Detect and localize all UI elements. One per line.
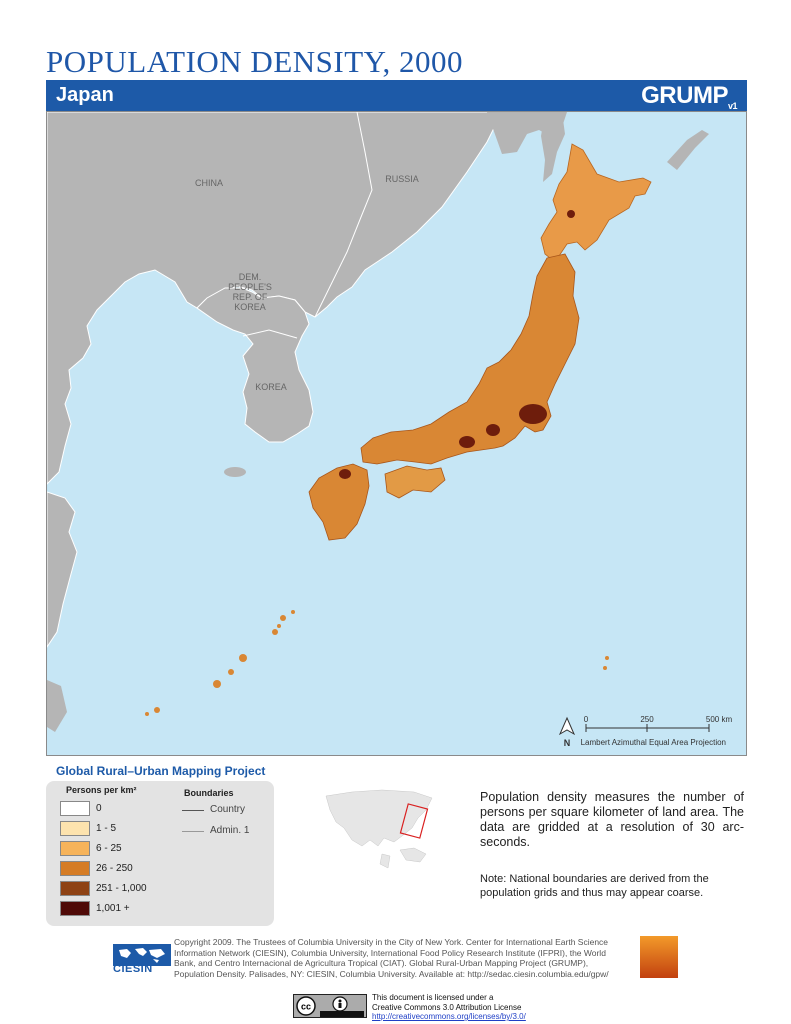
admin-boundary-label: Admin. 1 — [210, 825, 250, 836]
legend-class-label: 1 - 5 — [96, 823, 117, 834]
scale-tick-500: 500 km — [706, 715, 733, 724]
country-boundary-label: Country — [210, 804, 246, 815]
label-dprk-3: REP. OF — [233, 292, 268, 302]
legend-class-label: 251 - 1,000 — [96, 883, 147, 894]
grump-logo-text: GRUMP — [641, 82, 728, 109]
creative-commons-badge-icon: cc — [293, 994, 367, 1018]
label-dprk-4: KOREA — [234, 302, 266, 312]
license-link[interactable]: http://creativecommons.org/licenses/by/3… — [372, 1012, 526, 1021]
ryukyu-islands — [145, 610, 609, 716]
hokkaido — [540, 143, 652, 263]
boundaries-title: Boundaries — [184, 788, 234, 798]
shikoku — [384, 465, 446, 499]
label-china: CHINA — [195, 178, 223, 188]
north-label: N — [564, 738, 571, 748]
legend-swatch — [60, 881, 90, 896]
label-dprk-1: DEM. — [239, 272, 262, 282]
korean-peninsula — [196, 287, 314, 443]
tokyo-cluster — [519, 404, 547, 424]
sedac-logo-icon — [640, 936, 678, 978]
legend-class-label: 6 - 25 — [96, 843, 122, 854]
legend-class-label: 26 - 250 — [96, 863, 133, 874]
legend-class-label: 1,001 + — [96, 903, 130, 914]
scale-bar: 0 250 500 km — [584, 715, 733, 732]
ciesin-logo-icon — [113, 944, 171, 966]
legend-swatch — [60, 861, 90, 876]
svg-text:cc: cc — [301, 1002, 311, 1012]
legend-swatch — [60, 801, 90, 816]
legend-swatch — [60, 901, 90, 916]
grump-logo: GRUMPv1 — [641, 82, 737, 111]
sapporo-cluster — [567, 210, 575, 218]
projection-label: Lambert Azimuthal Equal Area Projection — [580, 738, 726, 747]
scale-tick-0: 0 — [584, 715, 589, 724]
nagoya-cluster — [486, 424, 500, 436]
locator-inset-map — [322, 784, 446, 876]
legend-class-label: 0 — [96, 803, 102, 814]
admin-boundary-line — [182, 831, 204, 832]
country-boundary-line — [182, 810, 204, 811]
inset-extent-box — [399, 803, 429, 839]
label-russia: RUSSIA — [385, 174, 419, 184]
china-russia-border — [314, 112, 373, 318]
country-header-bar: Japan GRUMPv1 — [46, 80, 747, 111]
kuril-islands — [667, 130, 709, 170]
sakhalin-island — [541, 112, 565, 182]
taiwan — [47, 680, 67, 732]
copyright-text: Copyright 2009. The Trustees of Columbia… — [174, 937, 609, 979]
country-name: Japan — [56, 84, 114, 106]
label-dprk-2: PEOPLE'S — [228, 282, 272, 292]
scale-tick-250: 250 — [640, 715, 654, 724]
osaka-cluster — [459, 436, 475, 448]
map-title: POPULATION DENSITY, 2000 — [46, 44, 464, 79]
legend: Persons per km² Boundaries 0 1 - 5 6 - 2… — [46, 781, 274, 926]
ciesin-wordmark: CIESIN — [113, 963, 153, 975]
license-line-1: This document is licensed under a — [372, 993, 494, 1002]
legend-swatch — [60, 841, 90, 856]
china-east-coast — [47, 491, 78, 648]
legend-swatch — [60, 821, 90, 836]
kyushu — [308, 463, 370, 541]
urban-density-clusters — [339, 210, 575, 479]
dprk-rok-border — [242, 329, 298, 339]
jeju-island — [224, 467, 246, 477]
map-frame: 0 250 500 km N CHINA RUSSIA DEM. PEOPLE'… — [46, 111, 747, 756]
description-text: Population density measures the number o… — [480, 790, 744, 849]
label-korea: KOREA — [255, 382, 287, 392]
grump-logo-version: v1 — [727, 100, 738, 111]
legend-title: Persons per km² — [66, 785, 137, 795]
license-line-2: Creative Commons 3.0 Attribution License — [372, 1002, 522, 1012]
fukuoka-cluster — [339, 469, 351, 479]
north-arrow-icon: N — [558, 716, 576, 748]
project-title: Global Rural–Urban Mapping Project — [56, 764, 266, 778]
license-text: This document is licensed under a Creati… — [372, 993, 526, 1022]
boundary-note: Note: National boundaries are derived fr… — [480, 873, 709, 899]
japan-map: 0 250 500 km N CHINA RUSSIA DEM. PEOPLE'… — [47, 112, 746, 755]
